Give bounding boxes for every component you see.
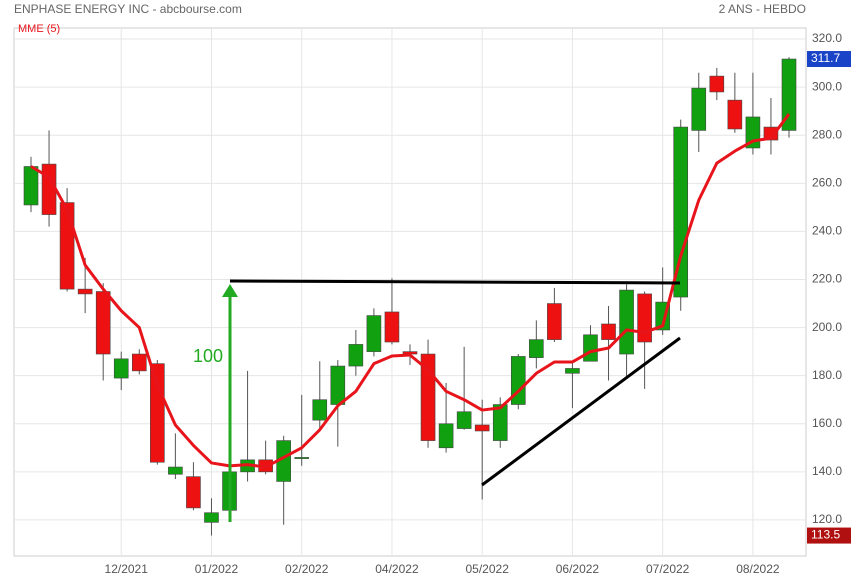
y-tick-label: 200.0 bbox=[812, 320, 842, 334]
candle-body bbox=[384, 311, 400, 343]
candle-body bbox=[168, 466, 183, 475]
y-tick-label: 160.0 bbox=[812, 416, 842, 430]
candle-body bbox=[619, 289, 634, 355]
candle-body bbox=[23, 166, 39, 206]
candle-body bbox=[474, 424, 490, 432]
y-tick-label: 320.0 bbox=[812, 31, 842, 45]
price-tag bbox=[807, 527, 851, 544]
candle-body bbox=[204, 512, 219, 523]
candle-body bbox=[131, 353, 147, 372]
candle-body bbox=[41, 163, 57, 215]
candle-body bbox=[294, 457, 310, 459]
price-tag-label: 311.7 bbox=[811, 51, 840, 65]
candle-body bbox=[348, 344, 364, 367]
y-tick-label: 220.0 bbox=[812, 272, 842, 286]
candle-body bbox=[77, 288, 93, 295]
price-tag-label: 113.5 bbox=[811, 528, 840, 542]
candle-body bbox=[150, 363, 165, 463]
y-tick-label: 280.0 bbox=[812, 127, 842, 141]
annotation: 100 bbox=[193, 346, 223, 366]
candle-body bbox=[186, 476, 201, 509]
marks bbox=[23, 57, 797, 536]
x-tick-label: 04/2022 bbox=[375, 562, 419, 576]
candle-body bbox=[583, 334, 598, 362]
y-tick-label: 180.0 bbox=[812, 368, 842, 382]
candle-body bbox=[763, 126, 779, 141]
trend-line bbox=[481, 336, 681, 487]
candle-body bbox=[565, 368, 580, 374]
arrow-head bbox=[222, 284, 238, 297]
candle-body bbox=[547, 303, 562, 340]
y-tick-label: 300.0 bbox=[812, 79, 842, 93]
candle-body bbox=[727, 99, 743, 130]
candle-body bbox=[312, 399, 328, 421]
y-tick-label: 260.0 bbox=[812, 175, 842, 189]
candle-body bbox=[529, 339, 544, 358]
resistance-line bbox=[229, 279, 681, 285]
y-tick-label: 240.0 bbox=[812, 224, 842, 238]
candle-body bbox=[601, 323, 616, 340]
period-label: 2 ANS - HEBDO bbox=[719, 2, 806, 16]
candle-body bbox=[673, 126, 689, 298]
y-tick-label: 120.0 bbox=[812, 512, 842, 526]
candle-body bbox=[366, 315, 382, 352]
price-tag bbox=[807, 51, 851, 68]
candle-body bbox=[95, 291, 111, 355]
x-tick-label: 07/2022 bbox=[646, 562, 690, 576]
x-tick-label: 12/2021 bbox=[105, 562, 149, 576]
x-tick-label: 01/2022 bbox=[195, 562, 239, 576]
candle-body bbox=[438, 423, 454, 449]
candle-body bbox=[330, 365, 346, 405]
candle-body bbox=[691, 87, 707, 131]
candle-body bbox=[456, 411, 472, 429]
x-tick-label: 06/2022 bbox=[556, 562, 600, 576]
legend-entry: MME (5) bbox=[18, 23, 60, 35]
candle-body bbox=[709, 75, 725, 93]
x-tick-label: 08/2022 bbox=[736, 562, 780, 576]
ema-line bbox=[30, 113, 791, 469]
candle-body bbox=[59, 202, 75, 290]
chart-title: ENPHASE ENERGY INC - abcbourse.com bbox=[14, 2, 242, 16]
y-tick-label: 140.0 bbox=[812, 464, 842, 478]
candle-body bbox=[492, 404, 508, 441]
x-tick-label: 02/2022 bbox=[285, 562, 329, 576]
candle-body bbox=[637, 293, 652, 343]
candle-body bbox=[113, 358, 129, 379]
x-tick-label: 05/2022 bbox=[465, 562, 509, 576]
candle-body bbox=[781, 58, 797, 131]
